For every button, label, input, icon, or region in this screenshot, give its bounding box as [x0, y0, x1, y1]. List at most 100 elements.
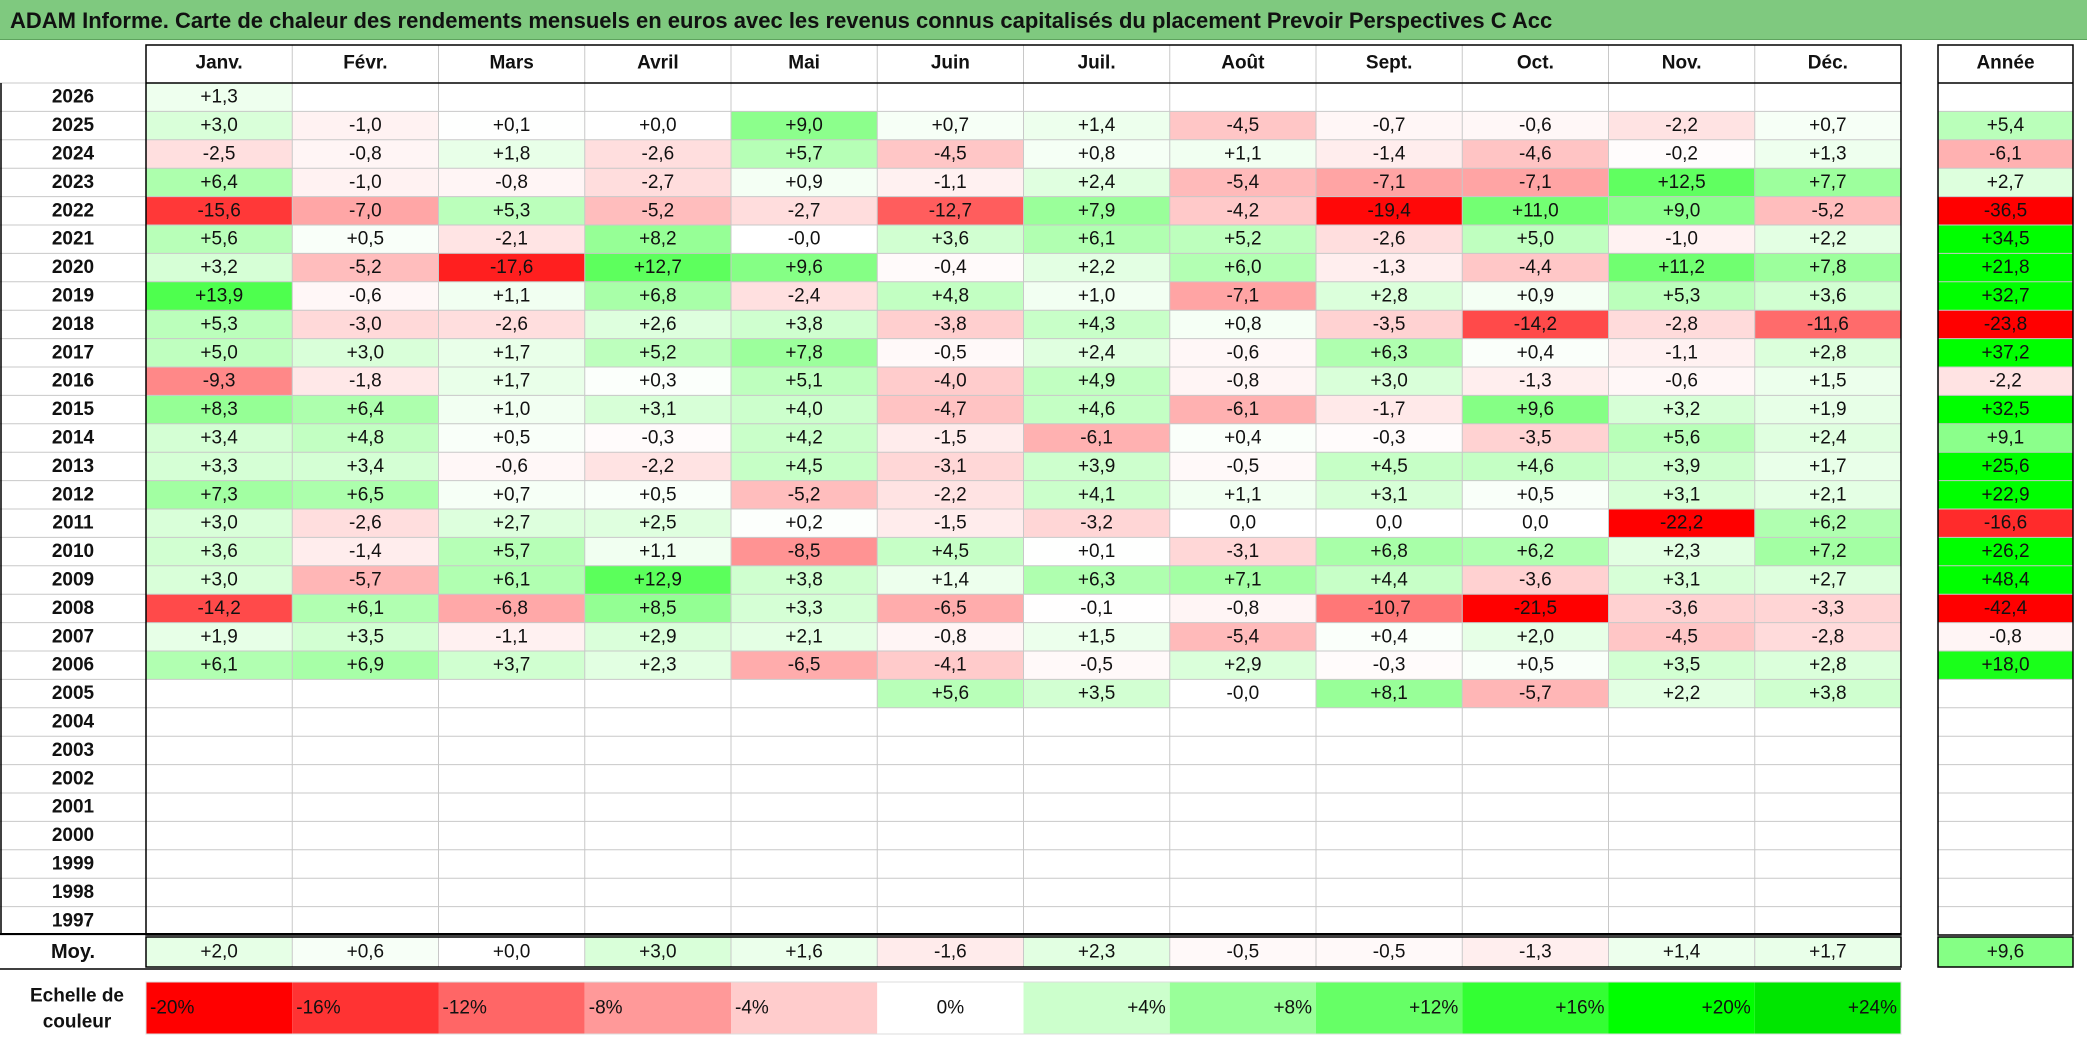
heatmap-cell-value: +0,3: [639, 371, 677, 392]
heatmap-cell-value: -5,2: [642, 200, 675, 221]
heatmap-cell: [731, 565, 878, 595]
heatmap-cell-value: +5,3: [493, 200, 531, 221]
heatmap-cell: [1316, 452, 1463, 481]
heatmap-cell-value: +7,1: [1224, 570, 1262, 591]
heatmap-cell-value: +3,3: [200, 456, 238, 477]
column-header-label: Nov.: [1662, 53, 1702, 74]
heatmap-cell: [438, 225, 585, 254]
average-cell: [1169, 937, 1316, 967]
heatmap-cell-value: +5,6: [1663, 428, 1701, 449]
heatmap-cell-value: +7,2: [1809, 541, 1847, 562]
heatmap-cell: [1023, 281, 1170, 311]
row-year-label: 2018: [52, 314, 94, 335]
heatmap-cell: [1169, 452, 1316, 481]
heatmap-cell-value: +0,5: [639, 484, 677, 505]
average-cell-value: -0,5: [1373, 942, 1406, 963]
heatmap-cell: [731, 537, 878, 566]
heatmap-cell: [584, 168, 731, 197]
heatmap-cell: [1462, 565, 1609, 595]
heatmap-cell: [1023, 849, 1170, 879]
heatmap-cell: [292, 338, 439, 367]
heatmap-labels: Janv. Févr. Mars Avril Mai Juin Juil. Août Sept.…: [30, 53, 2035, 1033]
scale-swatch-label: -8%: [589, 998, 623, 1019]
heatmap-cell-value: -6,1: [1227, 399, 1260, 420]
scale-swatch: [877, 982, 1024, 1034]
heatmap-cell-value: -0,4: [934, 257, 967, 278]
heatmap-cell: [731, 906, 878, 935]
heatmap-cell: [877, 906, 1024, 935]
heatmap-cell: [292, 139, 439, 169]
heatmap-cell-value: +0,8: [1224, 314, 1262, 335]
heatmap-cell-value: +0,7: [493, 484, 531, 505]
heatmap-cell-value: -4,6: [1519, 144, 1552, 165]
heatmap-cell: [731, 367, 878, 396]
heatmap-cell: [877, 736, 1024, 765]
heatmap-cell: [1608, 395, 1755, 424]
heatmap-cell: [1754, 594, 1901, 623]
heatmap-cell: [1023, 83, 1170, 112]
heatmap-cell: [1023, 537, 1170, 566]
heatmap-cell: [1023, 878, 1170, 907]
annual-cell-value: -23,8: [1984, 314, 2027, 335]
heatmap-cell-value: -7,1: [1373, 172, 1406, 193]
heatmap-cell-value: +2,8: [1809, 342, 1847, 363]
heatmap-cell: [584, 509, 731, 538]
heatmap-cell: [1608, 83, 1755, 112]
heatmap-cell-value: +1,1: [1224, 144, 1262, 165]
scale-swatch: [584, 982, 731, 1034]
heatmap-cell: [1462, 906, 1609, 935]
annual-cell-value: -42,4: [1984, 598, 2028, 619]
heatmap-cell: [146, 83, 293, 112]
scale-swatch-label: +16%: [1555, 998, 1604, 1019]
heatmap-cell-value: 0,0: [1376, 513, 1402, 534]
heatmap-cell: [438, 480, 585, 509]
heatmap-cell: [292, 111, 439, 140]
scale-swatch-label: 0%: [937, 998, 965, 1019]
scale-swatch-label: -20%: [150, 998, 194, 1019]
heatmap-cell-value: +0,9: [785, 172, 823, 193]
heatmap-cell-value: +4,6: [1078, 399, 1116, 420]
heatmap-cell: [877, 168, 1024, 197]
heatmap-cell: [1754, 281, 1901, 311]
heatmap-cell: [1169, 622, 1316, 651]
heatmap-cell-value: -4,4: [1519, 257, 1552, 278]
annual-cell: [1938, 111, 2073, 140]
average-cell-value: +0,6: [347, 942, 385, 963]
heatmap-cell: [1316, 679, 1463, 708]
heatmap-cell: [1023, 253, 1170, 282]
heatmap-cell: [438, 168, 585, 197]
heatmap-cell: [292, 480, 439, 509]
heatmap-cell: [877, 367, 1024, 396]
column-header-label: Sept.: [1366, 53, 1412, 74]
heatmap-cell-value: +3,4: [347, 456, 385, 477]
heatmap-cell: [1462, 849, 1609, 879]
heatmap-cell: [877, 111, 1024, 140]
heatmap-cell-value: -14,2: [1514, 314, 1557, 335]
heatmap-cell: [292, 906, 439, 935]
heatmap-cell-value: +1,7: [493, 342, 531, 363]
heatmap-cell: [1169, 480, 1316, 509]
heatmap-cell-value: +5,0: [1517, 229, 1555, 250]
heatmap-cell: [1316, 793, 1463, 822]
heatmap-cell-value: -1,4: [349, 541, 382, 562]
heatmap-cell: [584, 821, 731, 850]
heatmap-cell-value: +3,4: [200, 428, 238, 449]
heatmap-cell-value: +2,9: [1224, 655, 1262, 676]
heatmap-cell: [1169, 821, 1316, 850]
annual-cell-value: +37,2: [1981, 342, 2029, 363]
annual-cell: [1938, 764, 2073, 793]
heatmap-cell: [1754, 253, 1901, 282]
row-year-label: 2012: [52, 484, 94, 505]
heatmap-cell: [438, 622, 585, 651]
heatmap-cell: [584, 622, 731, 651]
heatmap-cell-value: +3,9: [1663, 456, 1701, 477]
heatmap-cell-value: +3,9: [1078, 456, 1116, 477]
heatmap-cell-value: +6,8: [639, 286, 677, 307]
heatmap-cell: [146, 622, 293, 651]
row-year-label: 2014: [52, 428, 95, 449]
heatmap-cell-value: +0,1: [1078, 541, 1116, 562]
heatmap-cell: [731, 679, 878, 708]
heatmap-cell: [1169, 168, 1316, 197]
annual-cell: [1938, 480, 2073, 509]
heatmap-cell-value: +6,9: [347, 655, 385, 676]
